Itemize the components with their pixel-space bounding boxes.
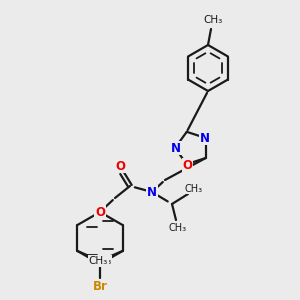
Text: O: O — [183, 159, 193, 172]
Text: N: N — [147, 185, 157, 199]
Text: CH₃: CH₃ — [185, 184, 203, 194]
Text: CH₃: CH₃ — [169, 223, 187, 233]
Text: O: O — [95, 206, 105, 218]
Text: Br: Br — [93, 280, 107, 292]
Text: CH₃: CH₃ — [89, 256, 108, 266]
Text: N: N — [200, 131, 210, 145]
Text: O: O — [115, 160, 125, 172]
Text: CH₃: CH₃ — [203, 15, 223, 25]
Text: N: N — [171, 142, 181, 154]
Text: CH₃: CH₃ — [92, 256, 111, 266]
